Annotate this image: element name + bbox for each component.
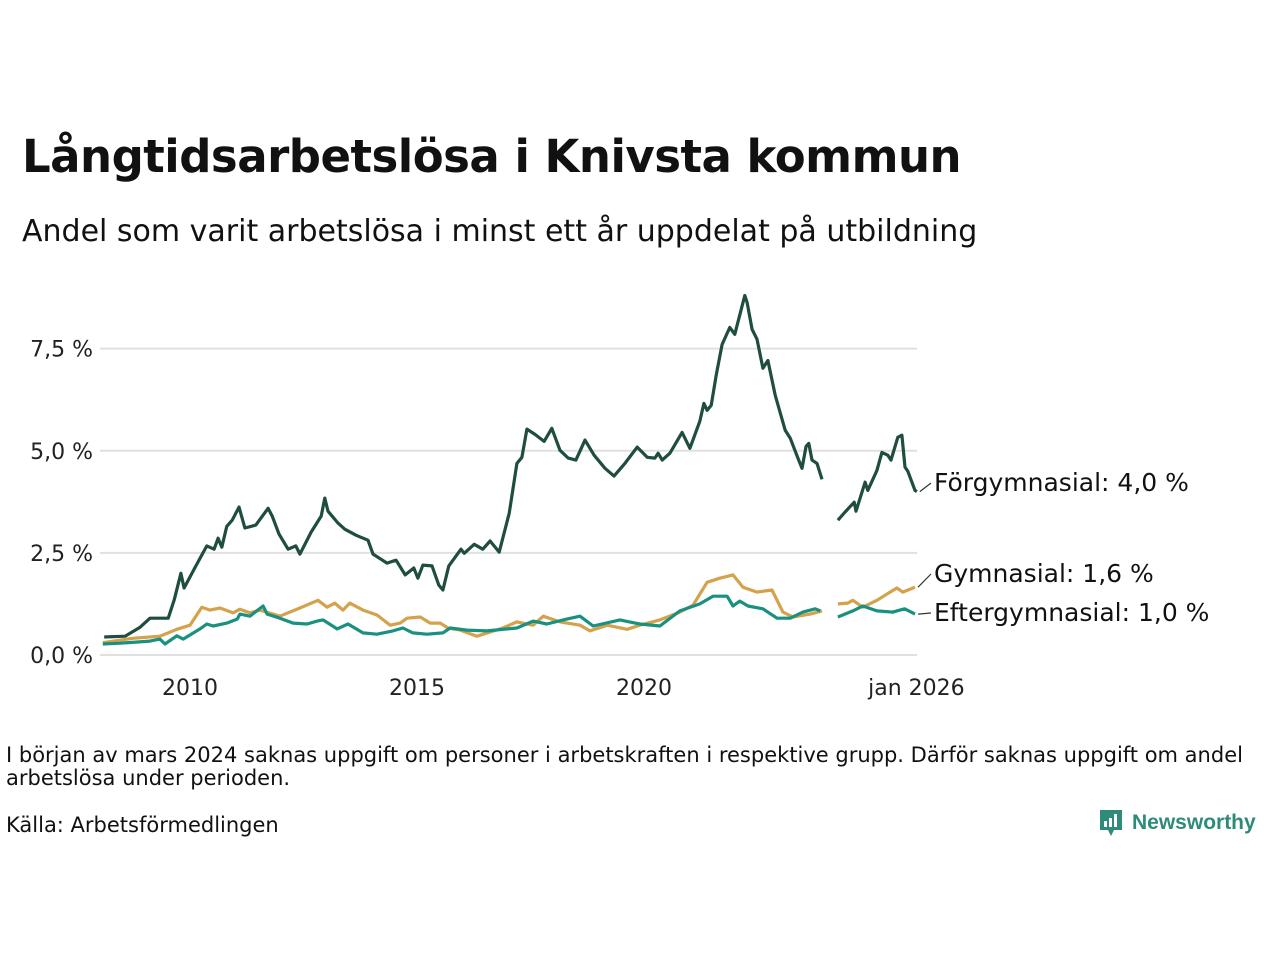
x-tick-label: 2015 <box>389 676 445 701</box>
y-tick-label: 2,5 % <box>30 542 93 567</box>
series-line-eftergymnasial <box>102 594 916 646</box>
y-tick-label: 7,5 % <box>30 338 93 363</box>
logo-text: Newsworthy <box>1132 811 1256 834</box>
end-label-connector <box>919 482 932 493</box>
end-label-connector <box>917 573 932 588</box>
footnote: I början av mars 2024 saknas uppgift om … <box>6 743 1243 790</box>
series-line-förgymnasial <box>104 293 918 639</box>
y-tick-label: 5,0 % <box>30 440 93 465</box>
chart-subtitle: Andel som varit arbetslösa i minst ett å… <box>22 214 978 249</box>
newsworthy-logo[interactable]: Newsworthy <box>1098 808 1256 838</box>
source-text: Källa: Arbetsförmedlingen <box>6 813 279 837</box>
series-line-gymnasial <box>102 573 916 645</box>
end-label: Förgymnasial: 4,0 % <box>934 468 1189 497</box>
chart-title: Långtidsarbetslösa i Knivsta kommun <box>22 130 962 183</box>
y-tick-label: 0,0 % <box>30 644 93 669</box>
x-tick-label: 2010 <box>162 676 218 701</box>
x-tick-label: 2020 <box>616 676 672 701</box>
end-label: Eftergymnasial: 1,0 % <box>934 598 1209 627</box>
end-label: Gymnasial: 1,6 % <box>934 559 1154 588</box>
end-label-connector <box>917 612 932 615</box>
x-tick-label: jan 2026 <box>867 676 965 701</box>
newsworthy-logo-icon <box>1100 810 1122 836</box>
